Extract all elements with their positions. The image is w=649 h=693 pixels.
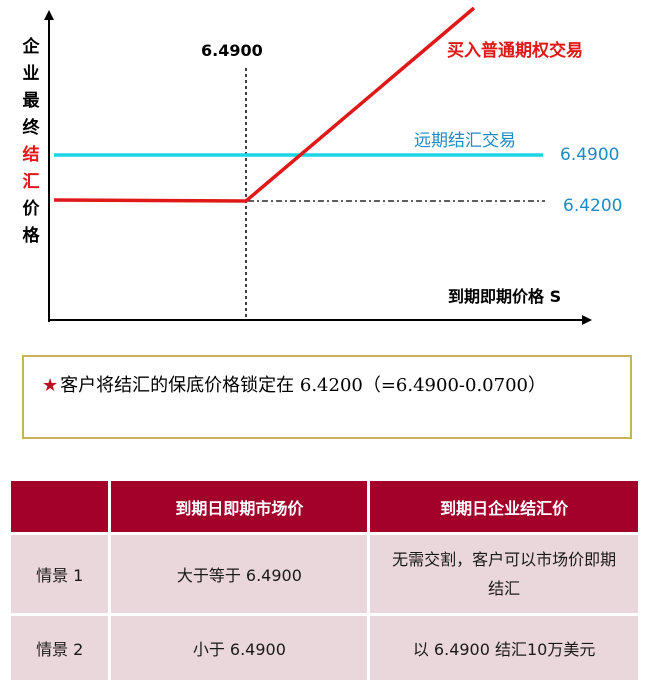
star-icon: ★ <box>42 375 59 396</box>
note-text: 客户将结汇的保底价格锁定在 6.4200（=6.4900-0.0700） <box>60 375 546 396</box>
y-label-char: 最 <box>22 91 40 111</box>
y-label-char: 格 <box>22 226 40 246</box>
y-label-char: 结 <box>22 145 40 165</box>
market-price-cell: 大于等于 6.4900 <box>111 535 368 613</box>
settle-price-cell: 无需交割，客户可以市场价即期结汇 <box>370 535 638 613</box>
payoff-diagram: 6.4900 买入普通期权交易 远期结汇交易 6.4900 6.4200 到期即… <box>44 6 622 325</box>
scenario-table: 到期日即期市场价 到期日企业结汇价 情景 1 大于等于 6.4900 无需交割，… <box>8 478 641 683</box>
floor-value-label: 6.4200 <box>563 196 622 216</box>
y-label-char: 汇 <box>22 172 40 192</box>
call-payoff-line <box>53 6 476 203</box>
table-header-cell: 到期日企业结汇价 <box>370 481 638 532</box>
y-label-char: 价 <box>22 199 40 219</box>
table-header-cell: 到期日即期市场价 <box>111 481 368 532</box>
settle-price-cell: 以 6.4900 结汇10万美元 <box>370 616 638 680</box>
table-header-cell <box>11 481 109 532</box>
settle-price-text: 无需交割，客户可以市场价即期结汇 <box>392 550 617 598</box>
scenario-cell: 情景 1 <box>11 535 109 613</box>
call-line-label: 买入普通期权交易 <box>447 40 583 61</box>
y-label-char: 企 <box>22 37 40 57</box>
y-label-char: 终 <box>22 118 40 138</box>
y-label-char: 业 <box>22 64 40 84</box>
scenario-cell: 情景 2 <box>11 616 109 680</box>
table-header-row: 到期日即期市场价 到期日企业结汇价 <box>11 481 638 532</box>
x-axis-label: 到期即期价格 S <box>448 287 561 306</box>
forward-value-label: 6.4900 <box>560 145 619 165</box>
market-price-cell: 小于 6.4900 <box>111 616 368 680</box>
forward-line-label: 远期结汇交易 <box>414 131 516 151</box>
strike-label: 6.4900 <box>201 41 263 60</box>
note-box: ★ 客户将结汇的保底价格锁定在 6.4200（=6.4900-0.0700） <box>22 355 632 439</box>
table-row: 情景 1 大于等于 6.4900 无需交割，客户可以市场价即期结汇 <box>11 535 638 613</box>
y-axis-label: 企 业 最 终 结 汇 价 格 <box>20 34 42 250</box>
table-row: 情景 2 小于 6.4900 以 6.4900 结汇10万美元 <box>11 616 638 680</box>
